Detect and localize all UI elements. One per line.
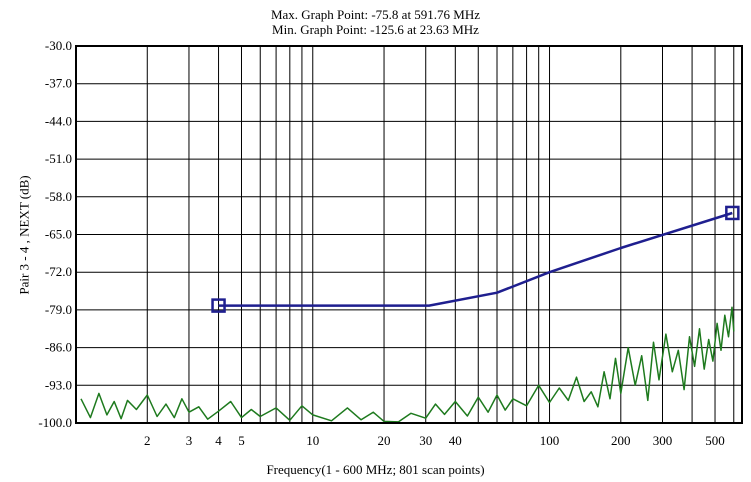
y-tick-label: -51.0 xyxy=(45,151,72,166)
y-tick-label: -86.0 xyxy=(45,340,72,355)
y-tick-label: -37.0 xyxy=(45,76,72,91)
y-tick-label: -72.0 xyxy=(45,264,72,279)
max-graph-point-text: Max. Graph Point: -75.8 at 591.76 MHz xyxy=(270,7,481,22)
y-tick-label: -100.0 xyxy=(38,415,72,430)
y-axis-label: Pair 3 - 4 , NEXT (dB) xyxy=(16,174,32,295)
x-tick-label: 5 xyxy=(238,433,245,448)
grid xyxy=(76,45,742,424)
x-tick-labels: 2 3 4 5 10 20 30 40 100 200 300 500 xyxy=(144,433,725,448)
y-tick-label: -79.0 xyxy=(45,302,72,317)
y-tick-labels: -30.0 -37.0 -44.0 -51.0 -58.0 -65.0 -72.0 -79.0… xyxy=(38,38,72,430)
x-tick-label: 40 xyxy=(449,433,462,448)
plot-frame xyxy=(75,45,743,424)
x-tick-label: 3 xyxy=(186,433,193,448)
x-tick-label: 300 xyxy=(653,433,673,448)
x-axis-label: Frequency(1 - 600 MHz; 801 scan points) xyxy=(266,462,485,477)
y-tick-label: -44.0 xyxy=(45,113,72,128)
x-tick-label: 20 xyxy=(378,433,391,448)
x-tick-label: 200 xyxy=(611,433,631,448)
x-tick-label: 4 xyxy=(215,433,222,448)
x-tick-label: 500 xyxy=(705,433,725,448)
y-tick-label: -58.0 xyxy=(45,189,72,204)
marker-square xyxy=(211,298,226,313)
y-tick-label: -93.0 xyxy=(45,377,72,392)
min-graph-point-text: Min. Graph Point: -125.6 at 23.63 MHz xyxy=(272,22,479,37)
marker-square xyxy=(725,205,740,221)
limit-line xyxy=(218,211,733,307)
measurement-trace xyxy=(80,306,735,423)
y-tick-label: -30.0 xyxy=(45,38,72,53)
y-tick-label: -65.0 xyxy=(45,227,72,242)
x-tick-label: 100 xyxy=(540,433,560,448)
series-layer xyxy=(80,205,740,423)
x-tick-label: 10 xyxy=(306,433,319,448)
x-tick-label: 30 xyxy=(419,433,432,448)
x-tick-label: 2 xyxy=(144,433,151,448)
